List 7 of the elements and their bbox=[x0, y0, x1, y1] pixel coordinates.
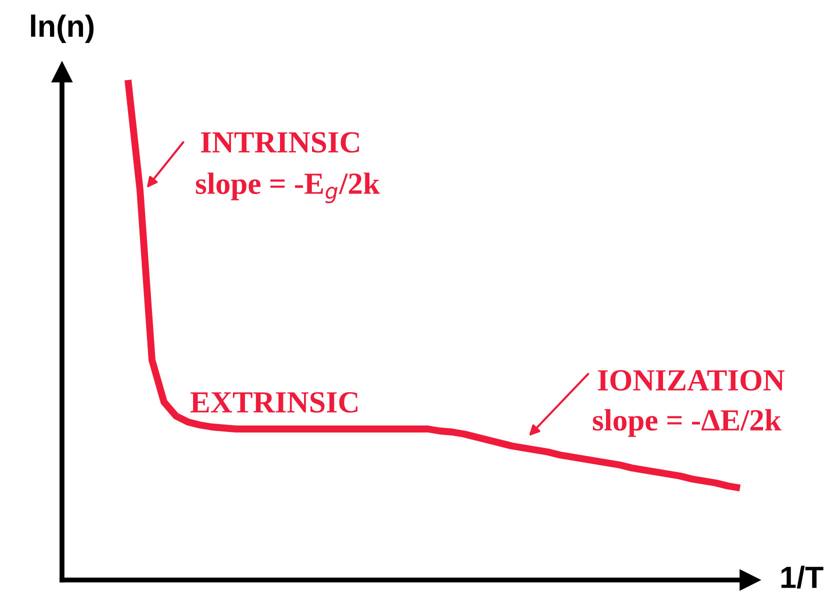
annotation: EXTRINSIC bbox=[190, 392, 358, 413]
annotation: INTRINSIC bbox=[201, 132, 359, 153]
annotation: IONIZATION bbox=[598, 370, 785, 391]
y-axis-title: ln(n) bbox=[31, 14, 94, 44]
annotation: slope = -E$_{g}$/2k bbox=[196, 172, 380, 204]
x-axis-title: 1/T bbox=[781, 566, 824, 589]
annotation: slope = -ΔE/2k bbox=[592, 409, 782, 437]
